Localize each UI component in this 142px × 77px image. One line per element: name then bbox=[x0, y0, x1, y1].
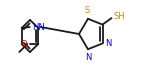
Text: N: N bbox=[106, 39, 112, 48]
Text: O: O bbox=[20, 40, 27, 49]
Text: N: N bbox=[85, 53, 91, 62]
Text: SH: SH bbox=[113, 12, 125, 21]
Text: HN: HN bbox=[32, 22, 44, 31]
Text: S: S bbox=[84, 6, 90, 15]
